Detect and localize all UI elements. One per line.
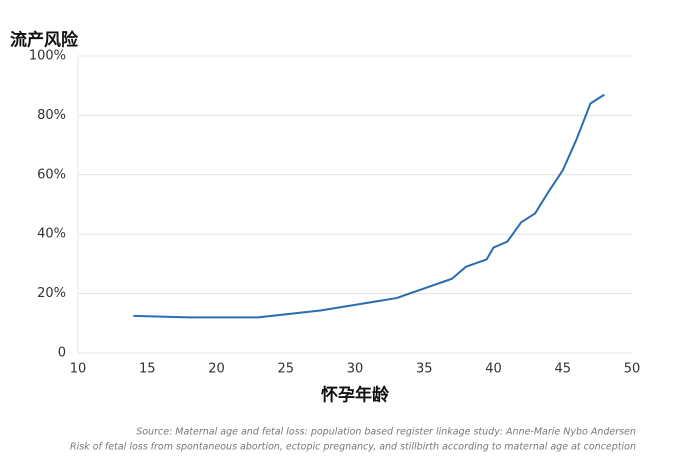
x-tick-label: 30 <box>347 362 364 377</box>
y-tick-label: 0 <box>58 346 66 361</box>
x-tick-label: 50 <box>624 362 641 377</box>
source-note: Source: Maternal age and fetal loss: pop… <box>136 427 636 438</box>
y-tick-label: 80% <box>37 108 66 123</box>
x-tick-label: 35 <box>416 362 433 377</box>
y-tick-label: 100% <box>29 49 66 64</box>
data-line <box>133 93 605 319</box>
y-tick-label: 60% <box>37 167 66 182</box>
y-axis-label: 流产风险 <box>10 30 79 51</box>
x-tick-label: 25 <box>277 362 294 377</box>
source-note: Risk of fetal loss from spontaneous abor… <box>70 442 636 453</box>
x-axis-label: 怀孕年龄 <box>321 385 390 406</box>
y-tick-label: 40% <box>37 227 66 242</box>
x-tick-label: 10 <box>70 362 87 377</box>
y-tick-label: 20% <box>37 286 66 301</box>
x-tick-label: 20 <box>208 362 225 377</box>
x-tick-label: 45 <box>554 362 571 377</box>
x-tick-label: 15 <box>139 362 156 377</box>
x-tick-label: 40 <box>485 362 502 377</box>
